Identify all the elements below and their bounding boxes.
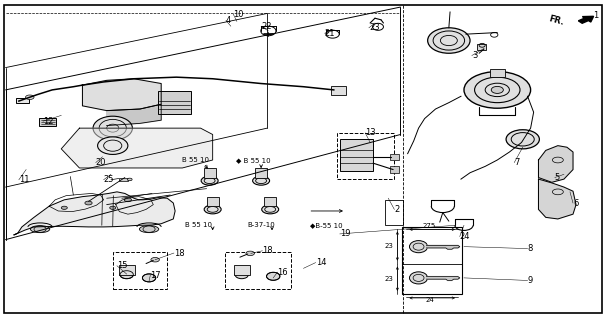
Text: 15: 15 [117, 261, 127, 270]
Polygon shape [14, 192, 175, 235]
Bar [39, 118, 56, 125]
Ellipse shape [93, 116, 132, 140]
Text: 2: 2 [395, 205, 399, 214]
Polygon shape [538, 179, 576, 219]
Text: 7: 7 [514, 158, 520, 167]
Ellipse shape [98, 137, 128, 155]
Text: 21: 21 [325, 29, 335, 38]
Text: B-37-10: B-37-10 [248, 222, 276, 228]
Ellipse shape [201, 176, 218, 185]
Bar [203, 168, 215, 178]
Text: 12: 12 [43, 116, 53, 126]
Ellipse shape [410, 272, 428, 284]
Ellipse shape [127, 178, 132, 181]
Ellipse shape [262, 205, 279, 214]
Polygon shape [427, 276, 459, 280]
Text: 23: 23 [384, 243, 393, 249]
Polygon shape [61, 128, 212, 168]
Text: ◆B-55 10: ◆B-55 10 [310, 222, 342, 228]
Text: 5: 5 [555, 173, 560, 182]
Text: 13: 13 [365, 128, 376, 137]
Text: 24: 24 [425, 297, 434, 303]
Circle shape [151, 258, 160, 262]
Text: 11: 11 [19, 175, 29, 184]
FancyArrow shape [578, 16, 594, 23]
Text: 4: 4 [226, 16, 231, 25]
Ellipse shape [410, 241, 428, 253]
Bar [234, 265, 249, 275]
Bar [402, 227, 462, 294]
Text: B 55 10: B 55 10 [185, 222, 212, 228]
Circle shape [110, 206, 116, 209]
Bar [477, 44, 486, 50]
Text: FR.: FR. [548, 14, 565, 27]
Text: 3: 3 [472, 51, 477, 60]
Ellipse shape [506, 130, 540, 149]
Text: 19: 19 [340, 229, 350, 238]
Circle shape [246, 251, 254, 256]
Bar [331, 86, 346, 95]
Text: 24: 24 [459, 232, 470, 241]
Text: ◆ B 55 10: ◆ B 55 10 [236, 157, 270, 163]
Text: 23: 23 [369, 23, 379, 32]
Ellipse shape [140, 226, 159, 233]
Polygon shape [83, 79, 161, 111]
Text: 22: 22 [261, 22, 271, 31]
Bar [119, 265, 135, 275]
Bar [385, 200, 404, 225]
Ellipse shape [235, 271, 248, 279]
Ellipse shape [428, 28, 470, 53]
Text: 1: 1 [593, 11, 599, 20]
Ellipse shape [253, 176, 270, 185]
Text: 16: 16 [277, 268, 288, 277]
Bar [390, 154, 399, 160]
Bar [255, 168, 267, 178]
Bar [390, 166, 399, 173]
Ellipse shape [491, 86, 503, 93]
Text: B 55 10: B 55 10 [182, 157, 209, 163]
Bar [340, 139, 373, 171]
Ellipse shape [204, 205, 221, 214]
Ellipse shape [464, 72, 531, 108]
Text: 275: 275 [423, 223, 436, 229]
Polygon shape [107, 104, 161, 125]
Bar [158, 92, 191, 114]
Text: 18: 18 [174, 249, 185, 258]
Circle shape [124, 198, 132, 202]
Circle shape [25, 95, 34, 100]
Bar [119, 178, 129, 181]
Text: 8: 8 [527, 244, 533, 253]
Bar [490, 69, 504, 77]
Text: 20: 20 [96, 158, 106, 167]
Ellipse shape [30, 226, 50, 233]
Text: 23: 23 [384, 276, 393, 282]
Bar [206, 197, 219, 206]
Circle shape [61, 206, 67, 209]
Bar [264, 197, 276, 206]
Polygon shape [427, 245, 459, 249]
Circle shape [85, 201, 92, 205]
Text: 9: 9 [527, 276, 533, 285]
Bar [16, 98, 29, 103]
Text: 6: 6 [573, 198, 578, 207]
Polygon shape [538, 146, 573, 182]
Bar [225, 252, 291, 289]
Ellipse shape [143, 274, 156, 282]
Ellipse shape [266, 272, 280, 280]
Text: 10: 10 [233, 10, 244, 19]
Text: 25: 25 [104, 175, 114, 184]
Text: 17: 17 [151, 271, 161, 280]
Text: 14: 14 [316, 258, 326, 267]
Bar [337, 133, 395, 179]
Bar [113, 252, 168, 289]
Ellipse shape [120, 271, 134, 279]
Text: 18: 18 [262, 246, 273, 255]
